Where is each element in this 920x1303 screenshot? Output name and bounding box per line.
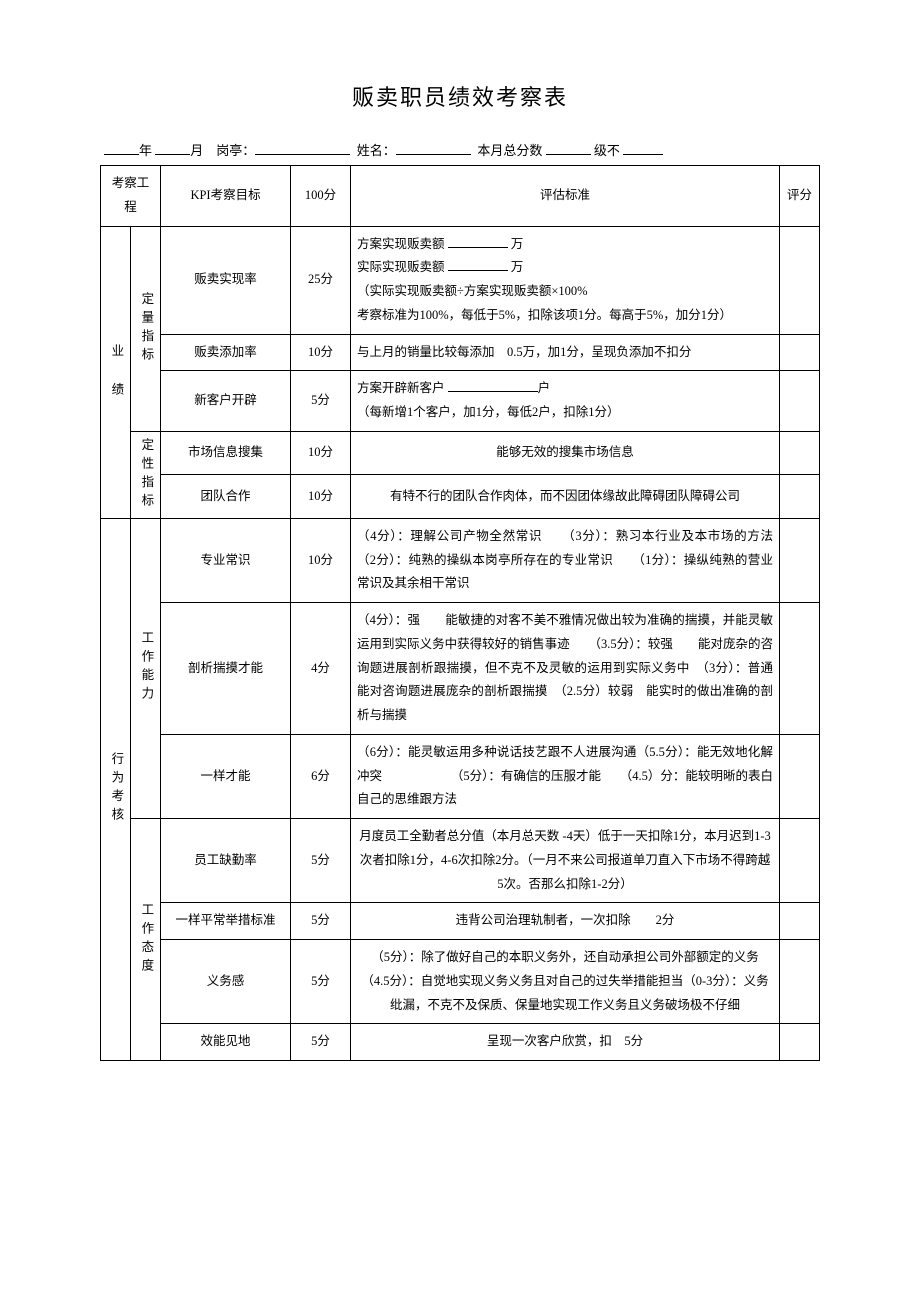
grade-cell — [780, 371, 820, 432]
std-text: 方案实现贩卖额 — [357, 237, 445, 251]
table-row: 义务感 5分 （5分）：除了做好自己的本职义务外，还自动承担公司外部额定的义务 … — [101, 940, 820, 1024]
table-row: 业 绩 定量指标 贩卖实现率 25分 方案实现贩卖额 万 实际实现贩卖额 万 （… — [101, 226, 820, 334]
kpi-cell: 剖析揣摸才能 — [161, 603, 291, 735]
section-taidu: 工作态度 — [131, 819, 161, 1061]
blank-name — [396, 140, 471, 155]
std-cell: （4分）：理解公司产物全然常识 （3分）：熟习本行业及本市场的方法 （2分）：纯… — [351, 518, 780, 602]
section-dingliang: 定量指标 — [131, 226, 161, 431]
std-text: 实际实现贩卖额 — [357, 260, 445, 274]
std-cell: 呈现一次客户欣赏，扣 5分 — [351, 1024, 780, 1061]
kpi-cell: 义务感 — [161, 940, 291, 1024]
blank-total — [546, 140, 591, 155]
std-text: 户 — [538, 381, 551, 395]
score-cell: 10分 — [291, 431, 351, 475]
std-cell: （4分）：强 能敏捷的对客不美不雅情况做出较为准确的揣摸，并能灵敏运用到实际义务… — [351, 603, 780, 735]
section-dingxing: 定性指标 — [131, 431, 161, 518]
blank — [448, 235, 508, 248]
grade-cell — [780, 903, 820, 940]
blank-month — [155, 140, 190, 155]
section-yeji: 业 绩 — [101, 226, 131, 518]
grade-cell — [780, 819, 820, 903]
score-cell: 5分 — [291, 903, 351, 940]
table-row: 工作态度 员工缺勤率 5分 月度员工全勤者总分值（本月总天数 -4天）低于一天扣… — [101, 819, 820, 903]
kpi-cell: 专业常识 — [161, 518, 291, 602]
th-standard: 评估标准 — [351, 166, 780, 227]
std-cell: 方案开辟新客户 户 （每新增1个客户，加1分，每低2户，扣除1分） — [351, 371, 780, 432]
th-hundred: 100分 — [291, 166, 351, 227]
score-cell: 6分 — [291, 734, 351, 818]
grade-cell — [780, 734, 820, 818]
std-cell: 方案实现贩卖额 万 实际实现贩卖额 万 （实际实现贩卖额÷方案实现贩卖额×100… — [351, 226, 780, 334]
blank — [448, 258, 508, 271]
label-level: 级不 — [594, 143, 620, 158]
table-row: 定性指标 市场信息搜集 10分 能够无效的搜集市场信息 — [101, 431, 820, 475]
section-nengli: 工作能力 — [131, 518, 161, 818]
blank-year — [104, 140, 139, 155]
score-cell: 10分 — [291, 334, 351, 371]
score-cell: 5分 — [291, 940, 351, 1024]
page-title: 贩卖职员绩效考察表 — [100, 80, 820, 112]
score-cell: 5分 — [291, 1024, 351, 1061]
grade-cell — [780, 334, 820, 371]
header-line: 年 月 岗亭： 姓名： 本月总分数 级不 — [100, 140, 820, 159]
kpi-cell: 团队合作 — [161, 475, 291, 519]
score-cell: 10分 — [291, 518, 351, 602]
grade-cell — [780, 1024, 820, 1061]
std-text: 万 — [511, 260, 524, 274]
table-row: 贩卖添加率 10分 与上月的销量比较每添加 0.5万，加1分，呈现负添加不扣分 — [101, 334, 820, 371]
table-header-row: 考察工程 KPI考察目标 100分 评估标准 评分 — [101, 166, 820, 227]
label-post: 岗亭： — [216, 143, 255, 158]
kpi-cell: 市场信息搜集 — [161, 431, 291, 475]
kpi-cell: 员工缺勤率 — [161, 819, 291, 903]
kpi-cell: 一样平常举措标准 — [161, 903, 291, 940]
std-cell: 能够无效的搜集市场信息 — [351, 431, 780, 475]
std-text: （实际实现贩卖额÷方案实现贩卖额×100% — [357, 284, 588, 298]
std-cell: 有特不行的团队合作肉体，而不因团体缘故此障碍团队障碍公司 — [351, 475, 780, 519]
kpi-cell: 新客户开辟 — [161, 371, 291, 432]
score-cell: 5分 — [291, 371, 351, 432]
std-text: 考察标准为100%，每低于5%，扣除该项1分。每高于5%，加分1分） — [357, 308, 732, 322]
th-project: 考察工程 — [101, 166, 161, 227]
blank — [448, 379, 538, 392]
table-row: 一样平常举措标准 5分 违背公司治理轨制者，一次扣除 2分 — [101, 903, 820, 940]
score-cell: 4分 — [291, 603, 351, 735]
std-cell: 违背公司治理轨制者，一次扣除 2分 — [351, 903, 780, 940]
score-cell: 10分 — [291, 475, 351, 519]
th-kpi: KPI考察目标 — [161, 166, 291, 227]
kpi-cell: 贩卖实现率 — [161, 226, 291, 334]
table-row: 效能见地 5分 呈现一次客户欣赏，扣 5分 — [101, 1024, 820, 1061]
std-cell: 月度员工全勤者总分值（本月总天数 -4天）低于一天扣除1分，本月迟到1-3次者扣… — [351, 819, 780, 903]
table-row: 新客户开辟 5分 方案开辟新客户 户 （每新增1个客户，加1分，每低2户，扣除1… — [101, 371, 820, 432]
grade-cell — [780, 475, 820, 519]
score-cell: 25分 — [291, 226, 351, 334]
label-total: 本月总分数 — [477, 143, 542, 158]
std-text: 方案开辟新客户 — [357, 381, 445, 395]
kpi-cell: 贩卖添加率 — [161, 334, 291, 371]
std-cell: 与上月的销量比较每添加 0.5万，加1分，呈现负添加不扣分 — [351, 334, 780, 371]
table-row: 剖析揣摸才能 4分 （4分）：强 能敏捷的对客不美不雅情况做出较为准确的揣摸，并… — [101, 603, 820, 735]
std-cell: （5分）：除了做好自己的本职义务外，还自动承担公司外部额定的义务 （4.5分）：… — [351, 940, 780, 1024]
std-text: 万 — [511, 237, 524, 251]
blank-post — [255, 140, 350, 155]
table-row: 一样才能 6分 （6分）：能灵敏运用多种说话技艺跟不人进展沟通（5.5分）：能无… — [101, 734, 820, 818]
std-text: （每新增1个客户，加1分，每低2户，扣除1分） — [357, 405, 620, 419]
blank-level — [623, 140, 663, 155]
label-month: 月 — [190, 143, 203, 158]
kpi-cell: 一样才能 — [161, 734, 291, 818]
grade-cell — [780, 940, 820, 1024]
label-name: 姓名： — [357, 143, 396, 158]
score-cell: 5分 — [291, 819, 351, 903]
grade-cell — [780, 226, 820, 334]
th-grade: 评分 — [780, 166, 820, 227]
section-xingwei: 行为考核 — [101, 518, 131, 1060]
std-cell: （6分）：能灵敏运用多种说话技艺跟不人进展沟通（5.5分）：能无效地化解冲突 （… — [351, 734, 780, 818]
kpi-cell: 效能见地 — [161, 1024, 291, 1061]
table-row: 团队合作 10分 有特不行的团队合作肉体，而不因团体缘故此障碍团队障碍公司 — [101, 475, 820, 519]
grade-cell — [780, 431, 820, 475]
label-year: 年 — [139, 143, 152, 158]
assessment-table: 考察工程 KPI考察目标 100分 评估标准 评分 业 绩 定量指标 贩卖实现率… — [100, 165, 820, 1061]
table-row: 行为考核 工作能力 专业常识 10分 （4分）：理解公司产物全然常识 （3分）：… — [101, 518, 820, 602]
